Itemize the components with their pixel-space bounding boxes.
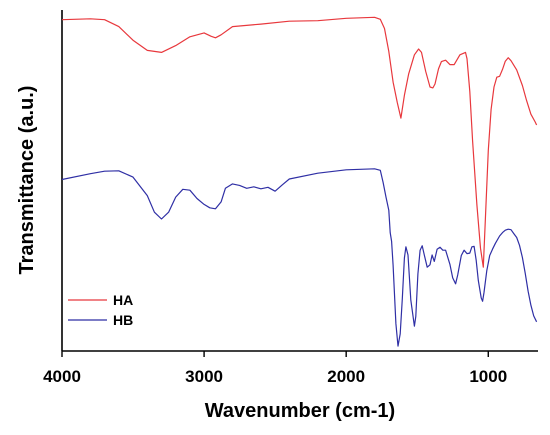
x-tick-label: 2000 bbox=[327, 367, 365, 386]
x-ticks: 4000 3000 2000 1000 bbox=[43, 351, 507, 386]
y-axis-title: Transmittance (a.u.) bbox=[16, 86, 38, 275]
series-line-ha bbox=[61, 16, 538, 268]
x-axis-title: Wavenumber (cm-1) bbox=[205, 400, 395, 422]
series-layer bbox=[61, 16, 538, 347]
legend: HA HB bbox=[68, 292, 133, 328]
legend-label-hb: HB bbox=[113, 312, 133, 328]
series-line-hb bbox=[61, 168, 538, 347]
x-tick-label: 4000 bbox=[43, 367, 81, 386]
x-tick-label: 1000 bbox=[469, 367, 507, 386]
legend-label-ha: HA bbox=[113, 292, 133, 308]
x-tick-label: 3000 bbox=[185, 367, 223, 386]
